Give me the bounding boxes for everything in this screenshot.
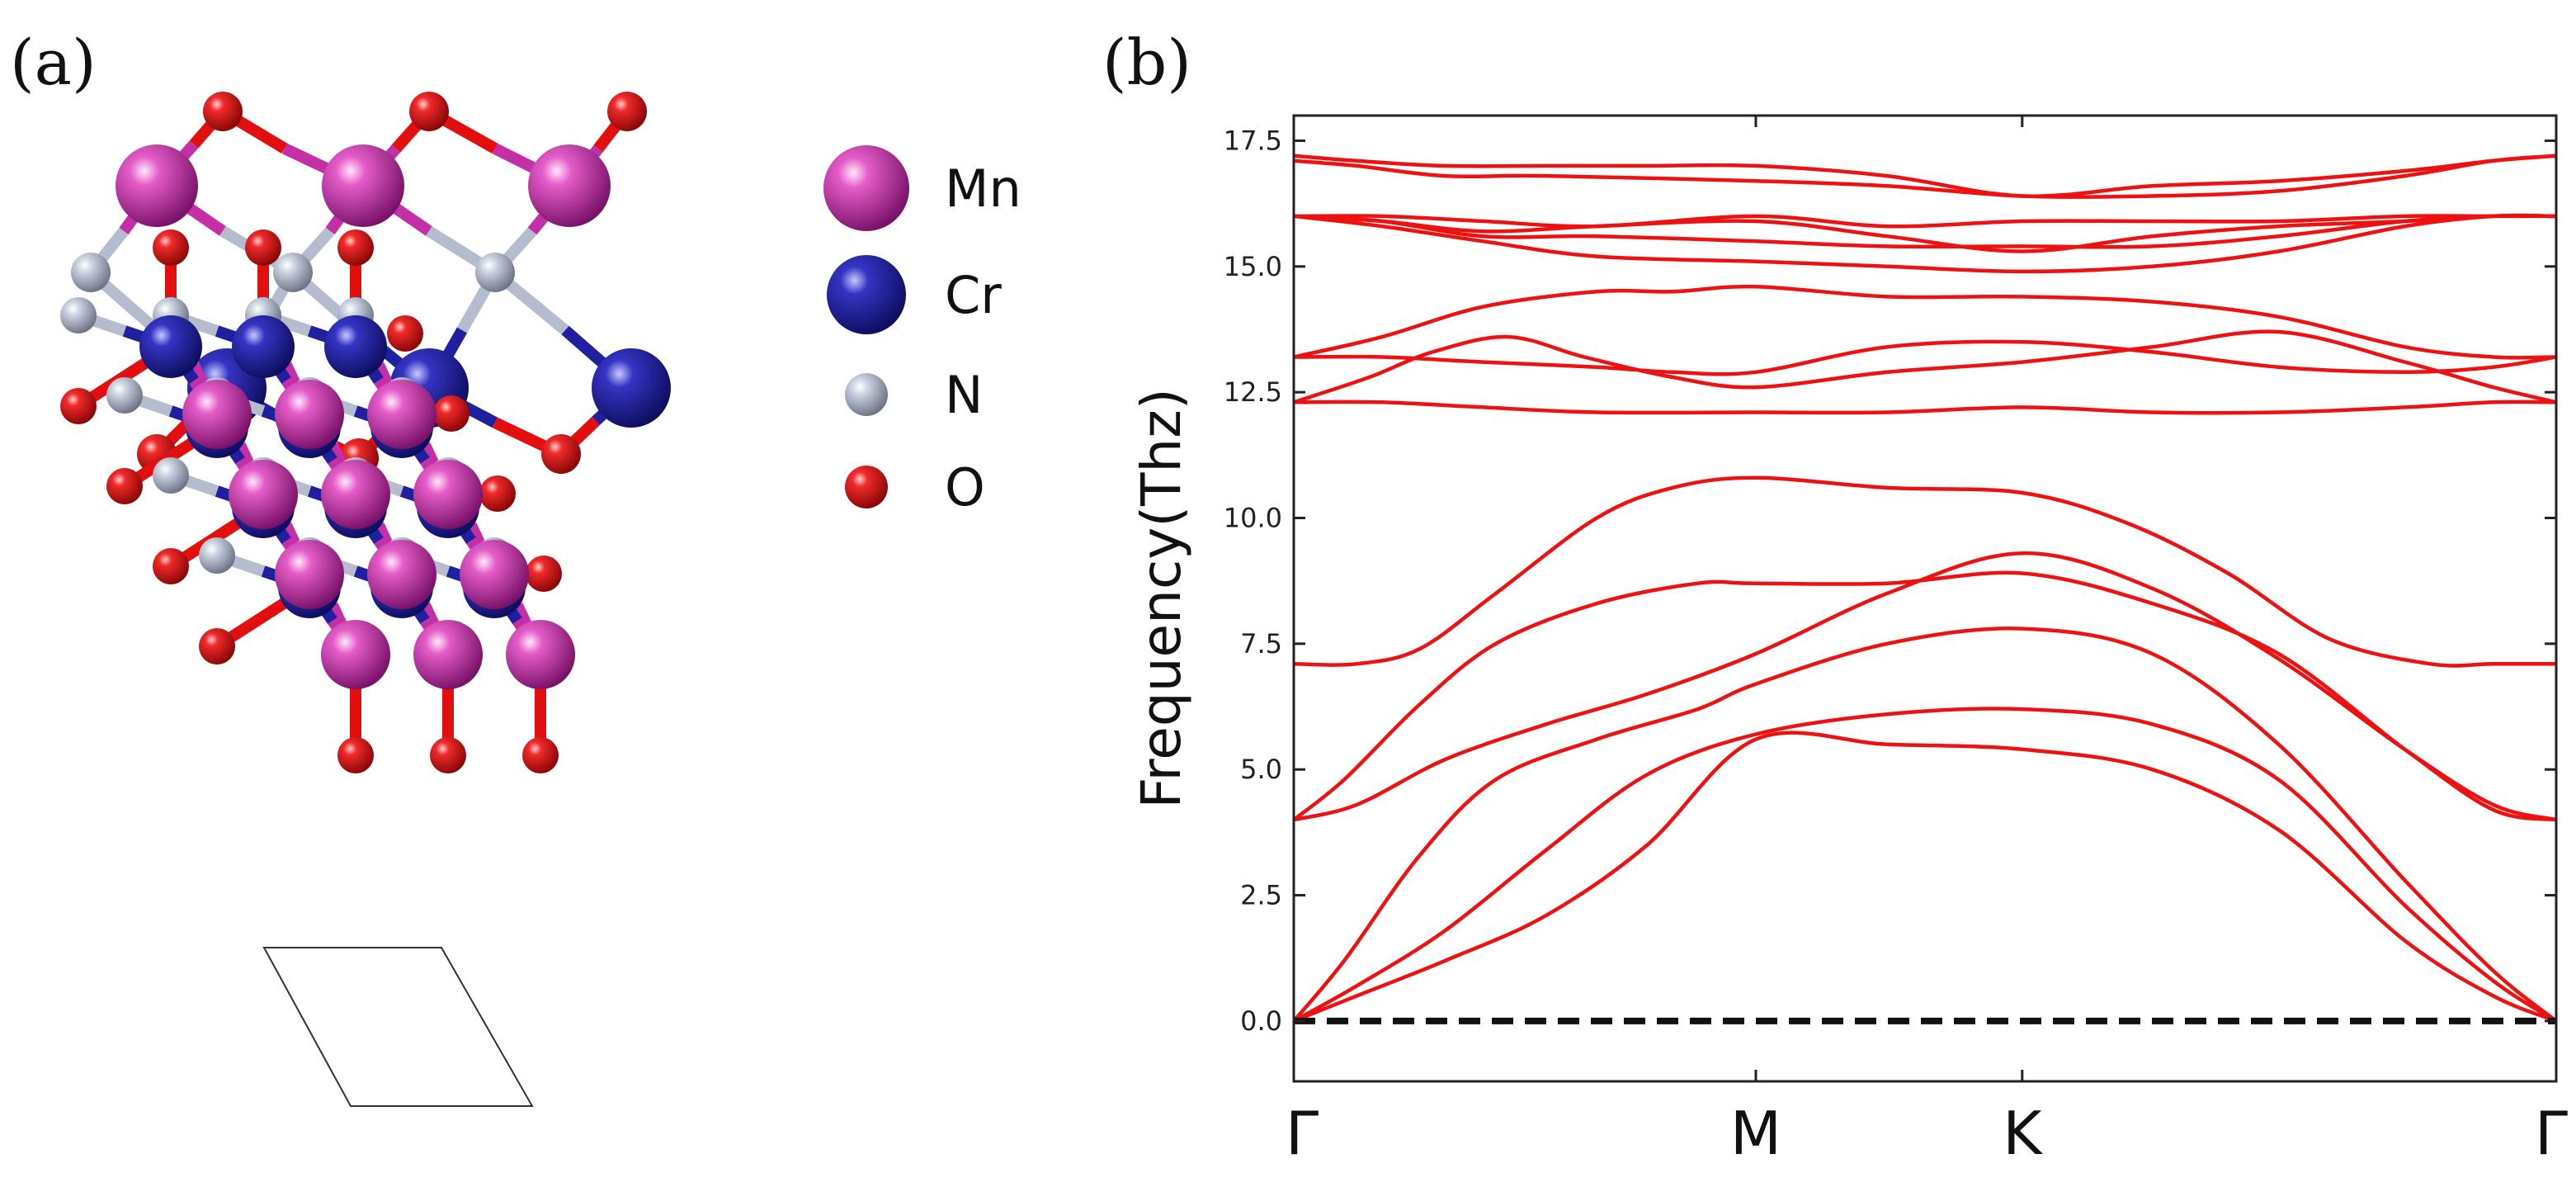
atom-mn [275,380,344,449]
y-tick-label: 0.0 [1240,1005,1282,1037]
phonon-band-4 [1294,551,2556,822]
legend-label-n: N [945,365,983,425]
atom-cr [232,315,295,378]
atom-mn [321,620,390,689]
y-tick-label: 10.0 [1224,503,1282,534]
atom-o [153,548,189,584]
atom-mn [460,540,529,609]
y-tick-label: 17.5 [1224,125,1282,156]
y-tick-label: 12.5 [1224,376,1282,408]
panel-b-label: (b) [1102,26,1191,99]
top-view-structure [60,229,575,1107]
atom-n [153,457,189,494]
atom-n [273,253,313,292]
y-tick-label: 7.5 [1240,628,1282,660]
panel-a-label: (a) [10,26,97,99]
atom-o [433,395,469,432]
phonon-band-5 [1294,570,2556,822]
phonon-band-7 [1294,400,2556,415]
x-tick-label: Γ [1286,1099,1319,1168]
atom-mn [506,620,575,689]
atom-o [409,92,449,131]
atom-cr [139,315,202,378]
atom-n [60,297,97,333]
phonon-band-13 [1294,214,2556,253]
phonon-band-11 [1294,213,2556,274]
atom-o [337,737,374,773]
legend-swatch-mn [823,145,909,231]
element-legend: Mn Cr NO [823,145,1021,518]
atom-o [541,434,581,474]
phonon-band-15 [1294,154,2556,199]
atom-o [479,475,516,512]
phonon-band-14 [1294,214,2556,229]
plot-frame [1292,114,2558,1083]
legend-swatch-cr [827,255,906,334]
atom-o [522,737,559,773]
atom-mn [367,380,436,449]
atom-cr [324,315,387,378]
x-tick-label: Γ [2535,1099,2568,1168]
legend-label-mn: Mn [945,158,1021,219]
legend-swatch-o [845,466,888,508]
atom-o [337,229,374,266]
atom-mn [116,144,198,227]
phonon-band-10 [1294,284,2556,360]
atom-mn [413,460,483,529]
atom-o [199,628,235,664]
unit-cell-outline [262,947,534,1107]
phonon-band-9 [1294,339,2556,376]
y-axis-label: Frequency(Thz) [1130,388,1193,808]
atom-n [475,253,515,292]
legend-label-cr: Cr [945,265,1002,325]
atom-o [430,737,466,773]
atom-mn [321,460,390,529]
y-tick-label: 2.5 [1240,880,1282,911]
atom-o [387,315,423,352]
legend-swatch-n [845,373,888,416]
atom-o [153,229,189,266]
legend-label-o: O [945,457,985,518]
phonon-band-3 [1294,627,2556,1023]
top-view-atoms [60,229,575,773]
atom-o [526,556,562,592]
phonon-band-8 [1294,329,2556,404]
atom-mn [275,540,344,609]
phonon-band-16 [1294,154,2556,198]
y-tick-label: 15.0 [1224,251,1282,282]
phonon-band-1 [1294,731,2556,1023]
atom-o [106,468,143,504]
atom-mn [322,144,404,227]
atom-n [106,377,143,414]
y-tick-label: 5.0 [1240,754,1282,785]
atom-cr [592,348,671,428]
atom-o [203,92,243,131]
band-lines [1294,154,2556,1023]
phonon-band-2 [1294,707,2556,1023]
atom-o [245,229,281,266]
x-tick-label: M [1730,1099,1781,1168]
phonon-band-6 [1294,475,2556,668]
atom-o [607,92,647,131]
atom-mn [229,460,298,529]
atom-mn [413,620,483,689]
atom-mn [367,540,436,609]
atom-o [60,388,97,424]
atom-n [71,253,111,292]
atom-mn [182,380,252,449]
y-axis-ticks: 0.0 2.5 5.0 7.5 10.0 12.5 15.0 17.5 [1224,125,2556,1037]
phonon-band-chart: 0.0 2.5 5.0 7.5 10.0 12.5 15.0 17.5 Γ M K Γ Freque… [1130,114,2568,1168]
atom-n [199,537,235,574]
x-tick-label: K [2003,1099,2043,1168]
atom-mn [528,144,611,227]
